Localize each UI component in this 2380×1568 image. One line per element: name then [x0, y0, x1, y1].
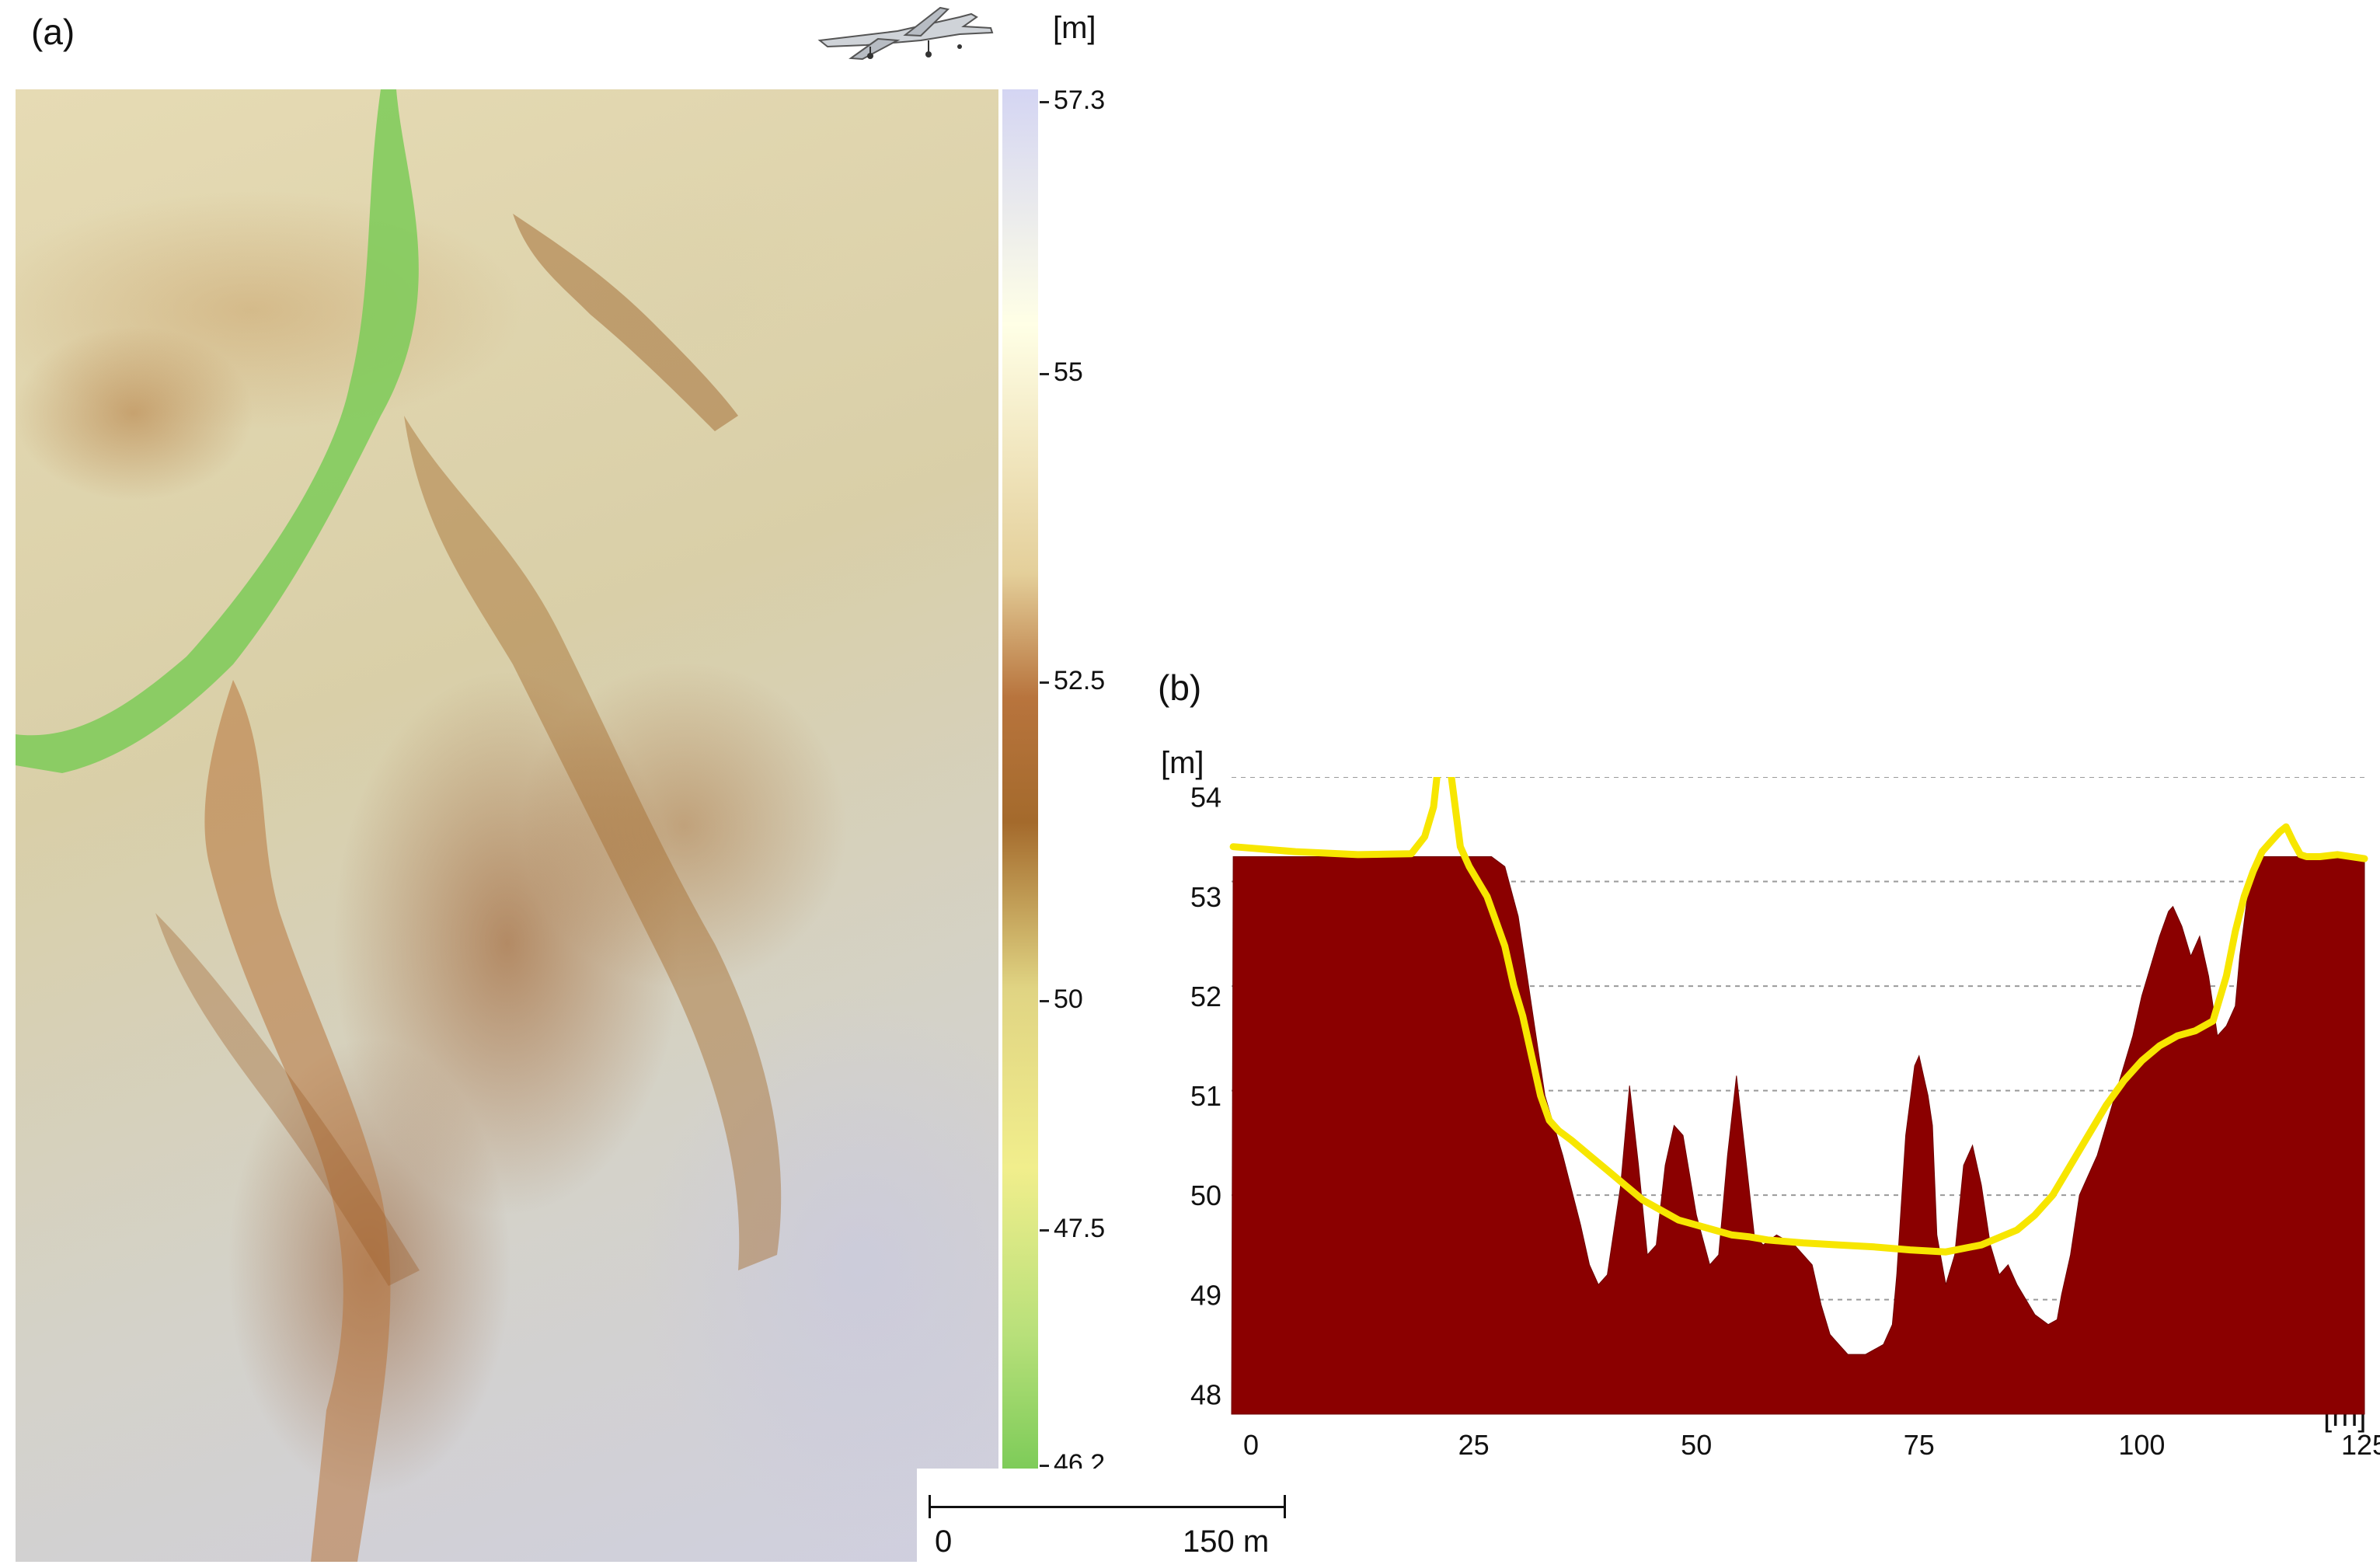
area-layer: [1231, 856, 2365, 1415]
y-tick-label: 49: [1190, 1279, 1221, 1311]
colorbar-tick-label: 50: [1054, 984, 1083, 1014]
airplane-icon: [804, 0, 998, 70]
scale-bar-tick-left: [929, 1495, 931, 1518]
scale-bar-tick-right: [1284, 1495, 1286, 1518]
colorbar: [1002, 89, 1038, 1472]
y-tick-label: 53: [1190, 881, 1221, 913]
colorbar-tick: [1040, 1465, 1049, 1467]
y-tick-label: 48: [1190, 1378, 1221, 1410]
colorbar-tick: [1040, 1000, 1049, 1002]
elevation-area-series: [1231, 856, 2365, 1415]
scale-bar-backing: [917, 1469, 1321, 1568]
panel-a-label: (a): [31, 12, 75, 52]
scale-bar: [929, 1506, 1286, 1508]
line-layer: [1229, 748, 2368, 1256]
x-tick-label: 50: [1681, 1429, 1712, 1461]
tick-layer: 54 53 52 51 50 49 48 0 25 50 75 100 125: [1190, 782, 2380, 1461]
y-tick-label: 52: [1190, 981, 1221, 1012]
colorbar-tick: [1040, 373, 1049, 375]
profile-chart-svg: 54 53 52 51 50 49 48 0 25 50 75 100 125: [1190, 748, 2380, 1461]
colorbar-tick-label: 47.5: [1054, 1214, 1106, 1243]
panel-b-label: (b): [1158, 667, 1202, 708]
y-tick-label: 50: [1190, 1179, 1221, 1211]
colorbar-tick: [1040, 101, 1049, 103]
profile-chart: 54 53 52 51 50 49 48 0 25 50 75 100 125: [1150, 748, 2380, 1461]
x-tick-label: 0: [1243, 1429, 1259, 1461]
y-tick-label: 51: [1190, 1080, 1221, 1112]
scale-bar-end-label: 150 m: [1183, 1524, 1270, 1559]
y-tick-label: 54: [1190, 782, 1221, 814]
scale-bar-start-label: 0: [935, 1524, 953, 1559]
colorbar-tick: [1040, 681, 1049, 684]
elevation-map: [16, 89, 998, 1562]
profile-line-series: [1229, 748, 2368, 1256]
colorbar-tick-label: 57.3: [1054, 85, 1106, 115]
colorbar-tick-label: 55: [1054, 357, 1083, 387]
x-tick-label: 125: [2341, 1429, 2380, 1461]
colorbar-tick-label: 52.5: [1054, 666, 1106, 695]
colorbar-tick: [1040, 1229, 1049, 1232]
x-tick-label: 100: [2118, 1429, 2165, 1461]
colorbar-unit: [m]: [1053, 11, 1096, 45]
y-axis-unit: [m]: [1161, 746, 1204, 780]
x-tick-label: 25: [1458, 1429, 1490, 1461]
x-tick-label: 75: [1904, 1429, 1935, 1461]
